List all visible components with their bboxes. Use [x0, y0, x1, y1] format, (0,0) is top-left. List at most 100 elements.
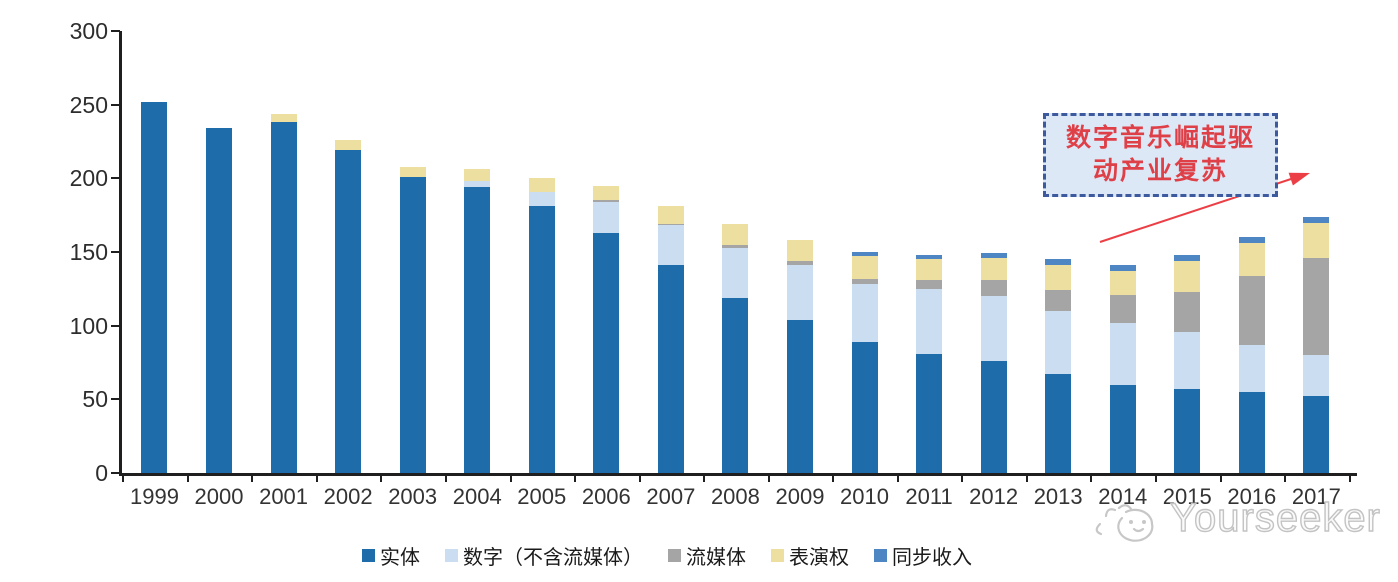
- bar-segment: [1045, 374, 1072, 473]
- bar-segment: [1045, 259, 1072, 266]
- bar-segment: [1303, 355, 1330, 397]
- x-tick-mark: [638, 475, 641, 482]
- bar-segment: [1109, 271, 1136, 295]
- bar-segment: [1238, 391, 1265, 473]
- x-tick-mark: [380, 475, 383, 482]
- x-tick-mark: [896, 475, 899, 482]
- bar-segment: [1045, 265, 1072, 291]
- bar-segment: [722, 247, 749, 298]
- bar-segment: [657, 206, 684, 224]
- y-tick-label: 250: [69, 91, 108, 118]
- y-tick-mark: [111, 472, 120, 474]
- x-category-label: 2017: [1291, 484, 1341, 509]
- legend-label: 流媒体: [686, 547, 746, 569]
- bar-segment: [1303, 222, 1330, 258]
- x-category-label: 2015: [1162, 484, 1212, 509]
- bar-segment: [851, 284, 878, 342]
- y-tick-mark: [111, 30, 120, 32]
- legend-item: 实体: [362, 541, 420, 570]
- x-category-label: 1999: [129, 484, 179, 509]
- x-category-label: 2001: [259, 484, 309, 509]
- bar-segment: [1238, 243, 1265, 276]
- bar-segment: [464, 187, 491, 473]
- bar-segment: [1303, 396, 1330, 473]
- x-category-label: 2006: [581, 484, 631, 509]
- bar-segment: [1174, 254, 1201, 261]
- bar-segment: [1303, 257, 1330, 356]
- x-category-label: 2009: [775, 484, 825, 509]
- y-tick-label: 100: [69, 312, 108, 339]
- bar-segment: [980, 361, 1007, 473]
- yourseeker-logo-doodle: [1095, 504, 1154, 542]
- legend-item: 数字（不含流媒体）: [445, 541, 643, 570]
- bar-segment: [657, 265, 684, 473]
- bar-segment: [1109, 322, 1136, 385]
- y-tick-mark: [111, 177, 120, 180]
- x-tick-mark: [767, 475, 770, 482]
- bar-segment: [786, 319, 813, 473]
- bar-segment: [399, 166, 426, 177]
- bar-segment: [528, 178, 555, 192]
- legend-label: 同步收入: [892, 547, 972, 569]
- x-category-label: 2016: [1227, 484, 1277, 509]
- y-tick-label: 50: [82, 386, 108, 413]
- bar-segment: [1045, 290, 1072, 311]
- bar-segment: [593, 232, 620, 473]
- x-tick-mark: [1219, 475, 1222, 482]
- x-category-label: 2003: [388, 484, 438, 509]
- bar-segment: [593, 201, 620, 233]
- bar-segment: [722, 224, 749, 245]
- bar-segment: [206, 128, 233, 473]
- bar-segment: [1109, 384, 1136, 473]
- watermark: Yourseeker: [1092, 495, 1398, 560]
- x-tick-mark: [703, 475, 706, 482]
- bar-segment: [786, 265, 813, 320]
- legend-swatch-icon: [362, 549, 375, 562]
- x-tick-mark: [1348, 475, 1351, 482]
- bar-segment: [722, 297, 749, 473]
- bar-segment: [141, 101, 168, 473]
- bar-segment: [916, 353, 943, 473]
- legend-label: 数字（不含流媒体）: [463, 547, 643, 569]
- legend-swatch-icon: [874, 549, 887, 562]
- bar-segment: [464, 169, 491, 182]
- bar-segment: [980, 296, 1007, 361]
- bar-segment: [1174, 331, 1201, 389]
- bar-segment: [916, 259, 943, 280]
- x-tick-mark: [122, 475, 125, 482]
- bar-segment: [399, 176, 426, 473]
- bar-segment: [1238, 275, 1265, 345]
- bar-segment: [657, 224, 684, 226]
- legend-swatch-icon: [668, 549, 681, 562]
- bar-segment: [851, 341, 878, 473]
- y-tick-label: 0: [95, 460, 108, 486]
- x-tick-mark: [1155, 475, 1157, 482]
- y-axis-line: [119, 31, 122, 475]
- bar-segment: [1174, 291, 1201, 332]
- x-category-label: 2013: [1033, 484, 1083, 509]
- bar-segment: [270, 122, 297, 473]
- bar-segment: [916, 288, 943, 354]
- x-category-label: 2012: [969, 484, 1019, 509]
- y-tick-mark: [111, 324, 120, 327]
- legend-label: 实体: [380, 547, 420, 569]
- y-tick-mark: [111, 398, 120, 401]
- legend-item: 表演权: [771, 541, 849, 570]
- x-category-label: 2000: [194, 484, 244, 509]
- x-category-label: 2008: [710, 484, 760, 509]
- x-tick-mark: [961, 475, 964, 482]
- chart-legend: 实体 数字（不含流媒体） 流媒体 表演权 同步收入: [362, 541, 972, 570]
- bar-segment: [464, 181, 491, 188]
- x-tick-mark: [1090, 475, 1093, 482]
- y-tick-label: 150: [69, 239, 108, 265]
- bar-segment: [722, 244, 749, 248]
- bar-segment: [657, 225, 684, 266]
- x-category-label: 2011: [905, 484, 953, 509]
- bar-segment: [593, 200, 620, 202]
- legend-swatch-icon: [445, 549, 458, 562]
- y-tick-mark: [111, 251, 120, 253]
- bar-segment: [980, 279, 1007, 297]
- bar-segment: [1109, 294, 1136, 323]
